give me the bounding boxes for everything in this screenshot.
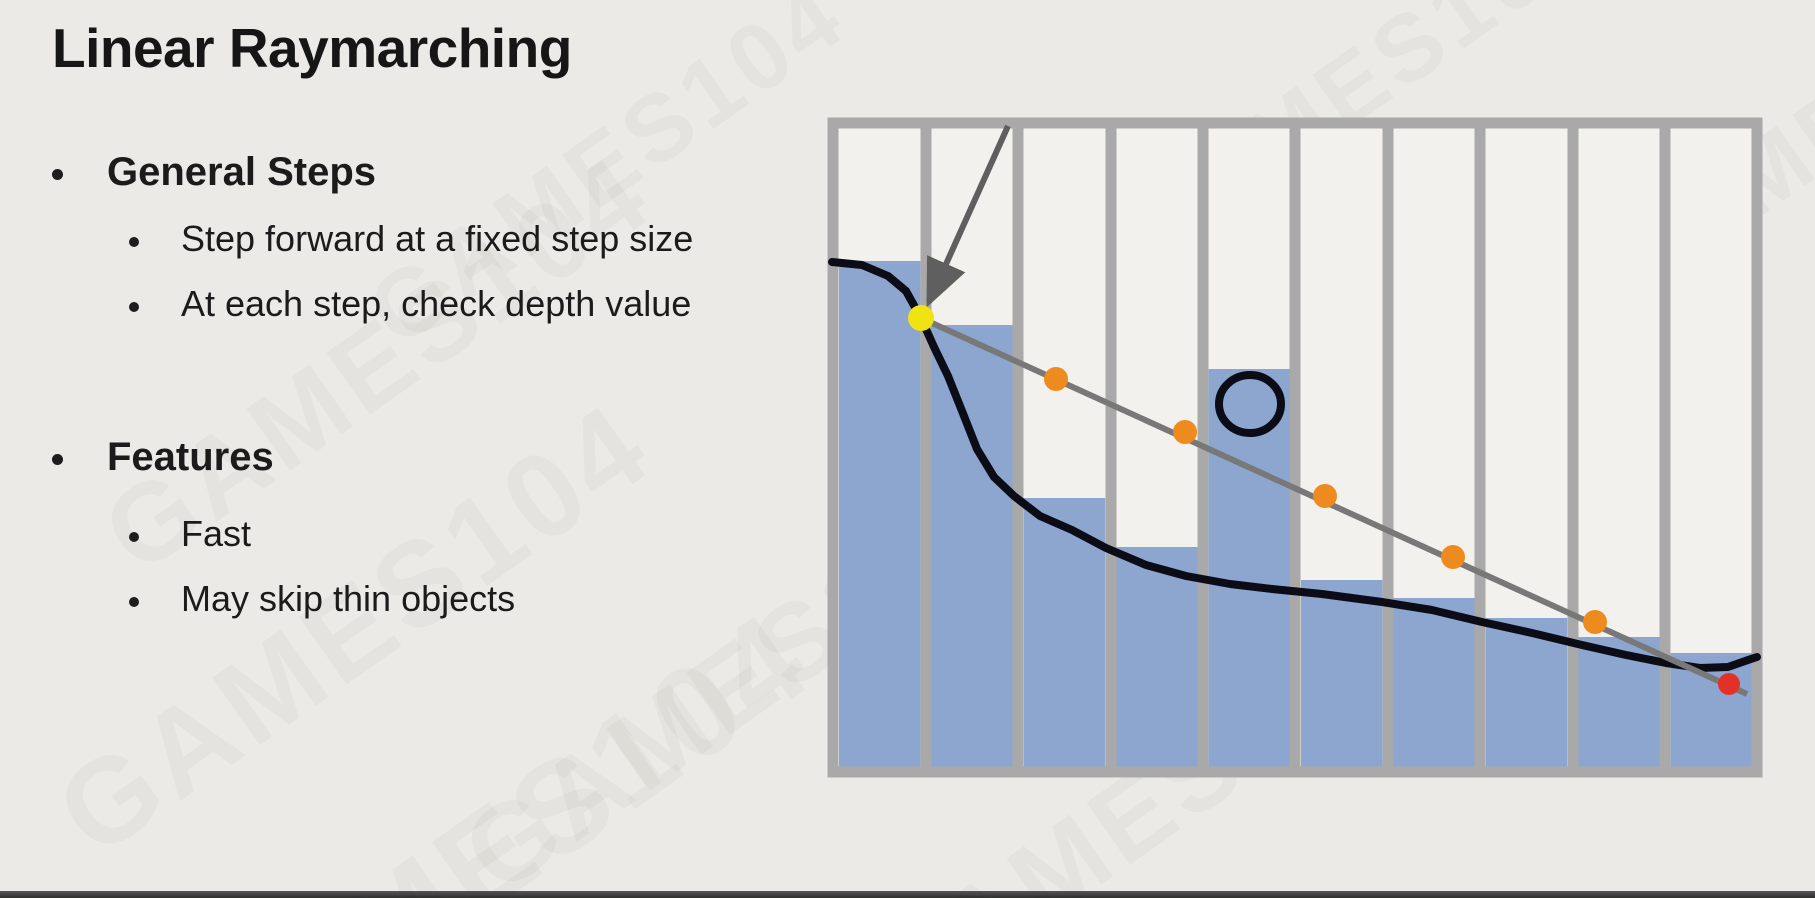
bullet-icon [129,597,139,607]
bullet-label: Features [107,435,274,479]
depth-bar-6 [1301,580,1383,767]
bullet-item-step-forward: Step forward at a fixed step size [129,221,693,257]
step-dot-3 [1313,484,1337,508]
end-dot [1718,673,1740,695]
bullet-icon [129,532,139,542]
step-dot-2 [1173,420,1197,444]
depth-bar-10 [1670,653,1752,767]
depth-grid-border [827,117,1763,778]
bullet-label: At each step, check depth value [181,283,692,324]
video-edge-strip [0,891,1815,898]
bullet-label: May skip thin objects [181,578,516,619]
bullet-item-fast: Fast [129,516,251,552]
start-hit-dot [908,305,934,331]
view-ray [926,124,1011,308]
bullet-item-general-steps: General Steps [52,152,376,192]
bullet-label: Step forward at a fixed step size [181,218,694,259]
skipped-thin-object-circle [1215,371,1285,437]
step-dot-1 [1044,367,1068,391]
depth-bar-4 [1116,547,1198,767]
slide-title: Linear Raymarching [52,17,572,79]
bullet-label: General Steps [107,150,377,194]
bullet-item-features: Features [52,437,274,477]
scene-depth-curve [828,258,1761,672]
step-dot-4 [1441,545,1465,569]
bullet-icon [52,169,63,180]
depth-bar-8 [1485,618,1568,767]
bullet-item-check-depth: At each step, check depth value [129,286,691,322]
bullet-icon [129,237,139,247]
step-dot-5 [1583,610,1607,634]
depth-bar-7 [1393,598,1475,767]
depth-bar-1 [839,261,921,767]
bullet-icon [52,454,63,465]
bullet-item-may-skip: May skip thin objects [129,581,515,617]
bullet-icon [129,302,139,312]
bullet-label: Fast [181,513,252,554]
depth-bar-5 [1208,369,1290,767]
depth-bar-2 [931,325,1013,767]
